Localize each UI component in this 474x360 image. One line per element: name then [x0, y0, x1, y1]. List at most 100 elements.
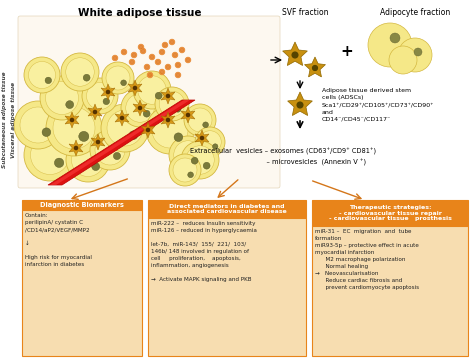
Circle shape [143, 110, 150, 117]
Text: Adipocyte fraction: Adipocyte fraction [380, 8, 450, 17]
Text: Adipose tissue derived stem
cells (ADSCs)
Sca1⁺/CD29⁺/CD105⁺/CD73⁺/CD90⁺
and
CD1: Adipose tissue derived stem cells (ADSCs… [322, 88, 434, 122]
Circle shape [155, 59, 161, 64]
Circle shape [90, 130, 130, 170]
Circle shape [155, 87, 189, 121]
Circle shape [121, 89, 159, 127]
Circle shape [86, 82, 113, 109]
Circle shape [120, 116, 124, 120]
Circle shape [126, 94, 154, 122]
Circle shape [173, 158, 197, 182]
Circle shape [129, 131, 138, 140]
Polygon shape [115, 110, 129, 126]
Circle shape [159, 69, 164, 75]
Circle shape [79, 131, 89, 141]
Circle shape [180, 48, 184, 53]
Circle shape [147, 72, 153, 77]
Circle shape [199, 131, 221, 153]
Circle shape [24, 129, 76, 181]
Circle shape [129, 59, 135, 64]
Circle shape [186, 146, 214, 174]
Polygon shape [283, 42, 307, 66]
Circle shape [66, 101, 73, 109]
Polygon shape [133, 100, 147, 116]
Circle shape [170, 40, 174, 45]
Text: +: + [341, 45, 354, 59]
Circle shape [140, 49, 146, 54]
Polygon shape [65, 112, 79, 128]
Text: miR-222 –  reduces Insulin sensitivity
miR-126 – reduced in hyperglycaemia

let-: miR-222 – reduces Insulin sensitivity mi… [151, 221, 257, 282]
Circle shape [121, 80, 127, 86]
Circle shape [165, 64, 171, 69]
Circle shape [212, 144, 218, 149]
Circle shape [181, 141, 219, 179]
Text: Contain:
perilipinA/ cystatin C
/CD14/aP2/VEGF/MMP2

↓

High risk for myocardial: Contain: perilipinA/ cystatin C /CD14/aP… [25, 213, 92, 267]
Circle shape [133, 86, 137, 90]
Circle shape [45, 77, 52, 84]
Circle shape [107, 110, 143, 146]
Circle shape [185, 58, 191, 63]
Polygon shape [181, 107, 195, 123]
Circle shape [66, 58, 94, 86]
Circle shape [74, 147, 78, 150]
Circle shape [138, 45, 144, 49]
Circle shape [398, 38, 432, 72]
Circle shape [169, 154, 201, 186]
Circle shape [145, 64, 149, 69]
Circle shape [46, 81, 79, 114]
Polygon shape [288, 92, 312, 116]
Circle shape [166, 118, 170, 122]
Text: SVF fraction: SVF fraction [282, 8, 328, 17]
Circle shape [175, 72, 181, 77]
Circle shape [92, 163, 100, 171]
Circle shape [174, 141, 202, 169]
Circle shape [113, 152, 120, 159]
Circle shape [195, 127, 225, 157]
Circle shape [146, 129, 150, 132]
Circle shape [186, 113, 190, 117]
Circle shape [95, 135, 125, 165]
Circle shape [55, 158, 64, 167]
Circle shape [82, 78, 118, 114]
Circle shape [53, 107, 95, 149]
FancyBboxPatch shape [18, 16, 280, 188]
FancyBboxPatch shape [148, 218, 306, 356]
Polygon shape [69, 140, 83, 156]
Polygon shape [101, 84, 115, 100]
Polygon shape [141, 122, 155, 138]
Polygon shape [304, 57, 326, 77]
Circle shape [46, 100, 102, 156]
FancyBboxPatch shape [312, 200, 468, 226]
Circle shape [159, 49, 164, 54]
Circle shape [106, 90, 109, 94]
Circle shape [61, 53, 99, 91]
Circle shape [191, 157, 198, 164]
Circle shape [188, 172, 193, 178]
Circle shape [368, 23, 412, 67]
Circle shape [173, 53, 177, 58]
FancyBboxPatch shape [148, 200, 306, 218]
Circle shape [93, 111, 97, 114]
Circle shape [42, 128, 51, 136]
Circle shape [414, 48, 422, 56]
FancyBboxPatch shape [22, 200, 142, 210]
Polygon shape [88, 104, 102, 120]
Circle shape [203, 122, 209, 128]
Text: White adipose tissue: White adipose tissue [78, 8, 202, 18]
Circle shape [103, 98, 109, 105]
Text: Diagnostic Biomarkers: Diagnostic Biomarkers [40, 202, 124, 208]
Circle shape [155, 92, 162, 99]
Circle shape [24, 57, 60, 93]
Circle shape [138, 107, 142, 109]
Text: Subcutaneous adipose tissue: Subcutaneous adipose tissue [2, 72, 8, 168]
Circle shape [112, 55, 118, 60]
Circle shape [297, 102, 303, 108]
Polygon shape [161, 88, 175, 104]
Circle shape [101, 104, 149, 152]
Polygon shape [161, 112, 175, 128]
Circle shape [175, 106, 181, 112]
Circle shape [71, 118, 73, 122]
Circle shape [40, 76, 84, 120]
Text: Visceral adipose tissue: Visceral adipose tissue [11, 82, 17, 158]
Polygon shape [48, 100, 195, 185]
Circle shape [159, 91, 185, 117]
